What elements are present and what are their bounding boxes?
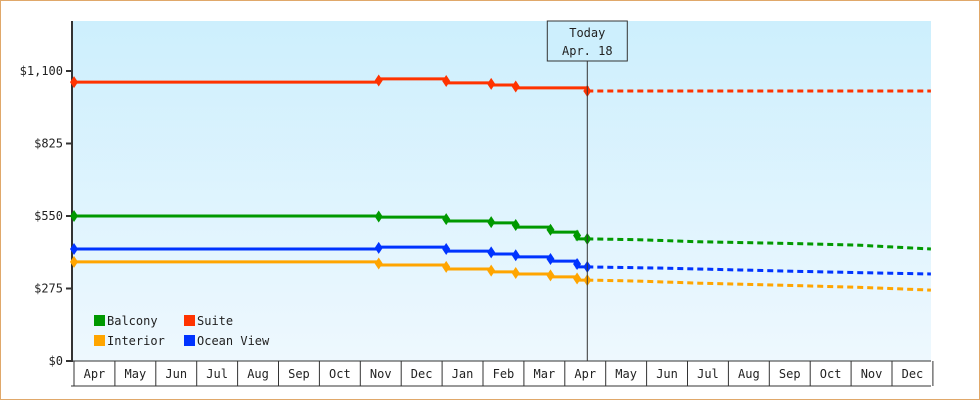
x-tick-label: Apr (574, 367, 596, 381)
today-label: Today (569, 26, 605, 40)
legend-swatch (184, 315, 195, 326)
historical-line (74, 214, 588, 241)
data-point-marker[interactable] (374, 257, 383, 270)
data-point-marker[interactable] (442, 75, 451, 88)
data-point-marker[interactable] (573, 272, 582, 285)
x-tick-label: Apr (84, 367, 106, 381)
x-tick-label: Jul (206, 367, 228, 381)
forecast-line (587, 278, 931, 292)
series-ocean-view (70, 241, 931, 276)
today-marker: Today Apr. 18 (546, 20, 628, 361)
historical-line (74, 260, 588, 282)
x-tick-label: Jun (165, 367, 187, 381)
legend-swatch (94, 315, 105, 326)
data-point-marker[interactable] (546, 223, 555, 236)
x-tick-label: Jun (656, 367, 678, 381)
x-tick-label: Feb (493, 367, 515, 381)
data-point-marker[interactable] (374, 74, 383, 87)
data-point-marker[interactable] (442, 213, 451, 226)
data-point-marker[interactable] (511, 266, 520, 279)
data-point-marker[interactable] (487, 246, 496, 259)
data-point-marker[interactable] (546, 269, 555, 282)
x-tick-label: May (125, 367, 147, 381)
x-tick-label: Sep (779, 367, 801, 381)
x-tick-label: Jul (697, 367, 719, 381)
y-tick-label: $550 (34, 209, 63, 223)
data-point-marker[interactable] (511, 249, 520, 262)
series-suite (70, 74, 931, 98)
today-label-box (546, 20, 628, 62)
legend-item-interior[interactable]: Interior (94, 334, 165, 348)
series-balcony (70, 210, 931, 251)
legend-label: Suite (197, 314, 233, 328)
data-point-marker[interactable] (487, 216, 496, 229)
y-tick-label: $825 (34, 137, 63, 151)
data-point-marker[interactable] (487, 77, 496, 90)
data-point-marker[interactable] (573, 257, 582, 270)
today-date: Apr. 18 (562, 44, 613, 58)
x-tick-label: Nov (861, 367, 883, 381)
x-tick-label: Mar (534, 367, 556, 381)
legend-label: Balcony (107, 314, 158, 328)
data-point-marker[interactable] (487, 264, 496, 277)
legend-item-ocean-view[interactable]: Ocean View (184, 334, 270, 348)
legend: Balcony Suite Interior Ocean View (94, 314, 270, 348)
legend-swatch (94, 335, 105, 346)
y-tick-label: $275 (34, 282, 63, 296)
series-layer (70, 74, 931, 292)
x-tick-label: Nov (370, 367, 392, 381)
data-point-marker[interactable] (70, 255, 78, 268)
legend-swatch (184, 335, 195, 346)
x-tick-label: Aug (247, 367, 269, 381)
data-point-marker[interactable] (70, 76, 78, 89)
data-point-marker[interactable] (70, 242, 78, 255)
data-point-marker[interactable] (442, 260, 451, 273)
x-tick-label: Dec (902, 367, 924, 381)
data-point-marker[interactable] (442, 242, 451, 255)
y-tick-label: $1,100 (20, 64, 63, 78)
x-axis: Apr May Jun Jul Aug Sep Oct Nov Dec Jan Feb Mar Apr M… (71, 360, 934, 387)
x-tick-label: Oct (329, 367, 351, 381)
y-axis: $0 $275 $550 $825 $1,100 (20, 21, 73, 368)
forecast-line (587, 265, 931, 276)
data-point-marker[interactable] (374, 210, 383, 223)
x-tick-label: Sep (288, 367, 310, 381)
data-point-marker[interactable] (70, 210, 78, 222)
legend-label: Interior (107, 334, 165, 348)
x-tick-label: Oct (820, 367, 842, 381)
forecast-line (587, 237, 931, 251)
plot-area (72, 21, 931, 361)
data-point-marker[interactable] (511, 80, 520, 93)
x-tick-label: Jan (452, 367, 474, 381)
data-point-marker[interactable] (374, 241, 383, 254)
legend-label: Ocean View (197, 334, 270, 348)
data-point-marker[interactable] (546, 252, 555, 265)
legend-item-suite[interactable]: Suite (184, 314, 233, 328)
historical-line (74, 245, 588, 269)
data-point-marker[interactable] (511, 218, 520, 231)
x-tick-label: Dec (411, 367, 433, 381)
data-point-marker[interactable] (573, 229, 582, 242)
legend-item-balcony[interactable]: Balcony (94, 314, 158, 328)
x-tick-label: Aug (738, 367, 760, 381)
x-tick-label: May (615, 367, 637, 381)
series-interior (70, 255, 931, 292)
y-tick-label: $0 (49, 354, 63, 368)
